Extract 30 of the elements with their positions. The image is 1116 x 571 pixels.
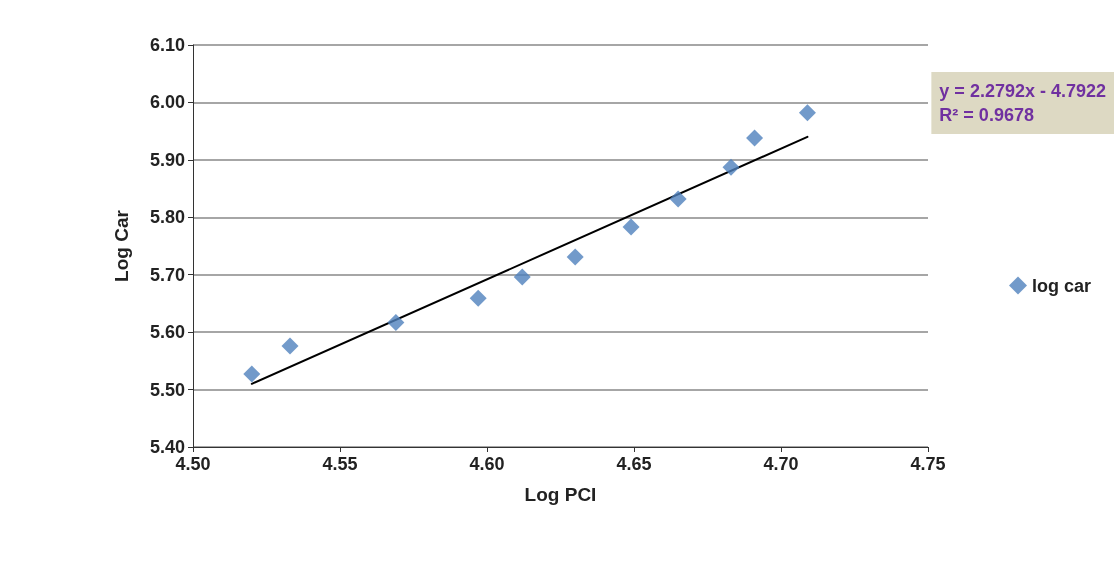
x-tick-label: 4.75 <box>910 454 946 474</box>
y-tick-label: 5.50 <box>149 379 185 400</box>
y-tick-label: 5.60 <box>149 322 185 343</box>
x-tick-label: 4.55 <box>322 454 358 474</box>
text: R² = 0.9678 <box>939 105 1034 125</box>
y-tick-label: 5.80 <box>149 207 185 228</box>
point <box>622 218 640 236</box>
y-tick-label: 6.00 <box>149 92 185 113</box>
point <box>566 248 584 266</box>
x-axis-title: Log PCI <box>524 484 597 505</box>
point <box>722 158 740 176</box>
y-tick-label: 5.70 <box>149 264 185 285</box>
legend-label: log car <box>1031 275 1092 296</box>
point <box>669 190 687 208</box>
y-axis-title: Log Car <box>111 209 132 282</box>
point <box>469 289 487 307</box>
point <box>243 365 261 383</box>
point <box>798 104 816 122</box>
point <box>387 313 405 331</box>
x-tick-label: 4.70 <box>763 454 799 474</box>
x-tick-label: 4.50 <box>175 454 211 474</box>
y-tick-label: 5.90 <box>149 149 185 170</box>
point <box>281 337 299 355</box>
x-tick-label: 4.65 <box>616 454 652 474</box>
y-tick-label: 6.10 <box>149 35 185 55</box>
point <box>746 129 764 147</box>
y-tick-label: 5.40 <box>149 437 185 457</box>
text: y = 2.2792x - 4.7922 <box>939 81 1106 101</box>
point <box>513 268 531 286</box>
x-tick-label: 4.60 <box>469 454 505 474</box>
